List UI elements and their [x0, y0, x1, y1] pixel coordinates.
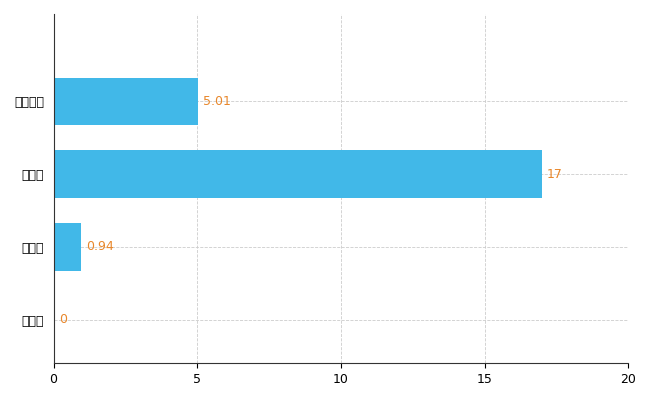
Text: 0: 0 — [58, 313, 67, 326]
Text: 0.94: 0.94 — [86, 240, 114, 253]
Bar — [53, 150, 542, 198]
Text: 17: 17 — [547, 168, 563, 180]
Bar — [53, 223, 81, 270]
Text: 5.01: 5.01 — [203, 95, 231, 108]
Bar — [53, 78, 198, 125]
